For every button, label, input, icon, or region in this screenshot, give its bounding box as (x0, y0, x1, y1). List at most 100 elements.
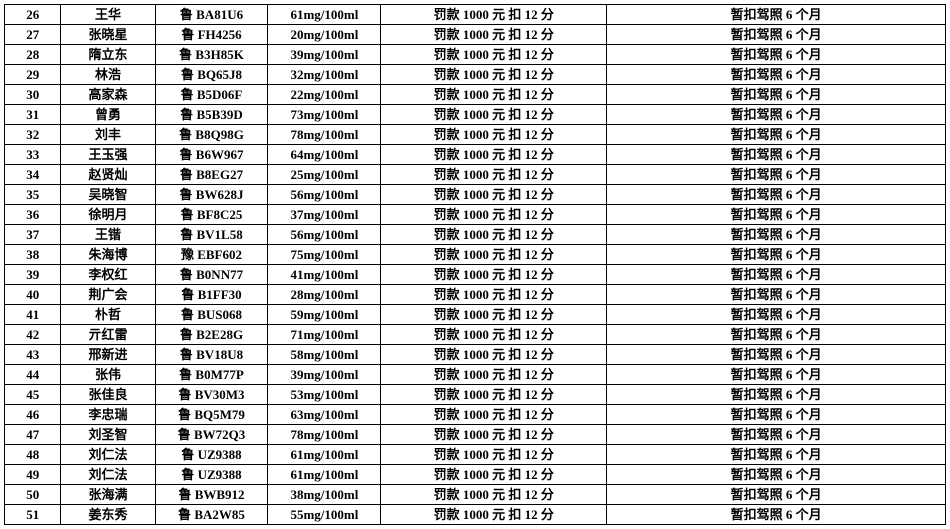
cell-name: 刘丰 (61, 125, 155, 145)
cell-action: 暂扣驾照 6 个月 (607, 25, 946, 45)
cell-penalty: 罚款 1000 元 扣 12 分 (381, 125, 607, 145)
cell-penalty: 罚款 1000 元 扣 12 分 (381, 225, 607, 245)
cell-action: 暂扣驾照 6 个月 (607, 465, 946, 485)
cell-action: 暂扣驾照 6 个月 (607, 285, 946, 305)
cell-value: 25mg/100ml (268, 165, 381, 185)
cell-penalty: 罚款 1000 元 扣 12 分 (381, 265, 607, 285)
cell-action: 暂扣驾照 6 个月 (607, 185, 946, 205)
cell-penalty: 罚款 1000 元 扣 12 分 (381, 385, 607, 405)
cell-value: 37mg/100ml (268, 205, 381, 225)
cell-value: 64mg/100ml (268, 145, 381, 165)
cell-plate: 鲁 B0M77P (155, 365, 268, 385)
cell-plate: 鲁 B2E28G (155, 325, 268, 345)
cell-action: 暂扣驾照 6 个月 (607, 5, 946, 25)
cell-name: 隋立东 (61, 45, 155, 65)
table-row: 36徐明月鲁 BF8C2537mg/100ml罚款 1000 元 扣 12 分暂… (5, 205, 946, 225)
cell-action: 暂扣驾照 6 个月 (607, 445, 946, 465)
table-row: 47刘圣智鲁 BW72Q378mg/100ml罚款 1000 元 扣 12 分暂… (5, 425, 946, 445)
cell-name: 李权红 (61, 265, 155, 285)
cell-plate: 鲁 UZ9388 (155, 465, 268, 485)
cell-index: 43 (5, 345, 61, 365)
table-row: 45张佳良鲁 BV30M353mg/100ml罚款 1000 元 扣 12 分暂… (5, 385, 946, 405)
cell-index: 33 (5, 145, 61, 165)
cell-penalty: 罚款 1000 元 扣 12 分 (381, 165, 607, 185)
cell-name: 曾勇 (61, 105, 155, 125)
cell-name: 王华 (61, 5, 155, 25)
table-row: 48刘仁法鲁 UZ938861mg/100ml罚款 1000 元 扣 12 分暂… (5, 445, 946, 465)
cell-action: 暂扣驾照 6 个月 (607, 145, 946, 165)
cell-name: 赵贤灿 (61, 165, 155, 185)
cell-action: 暂扣驾照 6 个月 (607, 225, 946, 245)
table-row: 28隋立东鲁 B3H85K39mg/100ml罚款 1000 元 扣 12 分暂… (5, 45, 946, 65)
table-row: 43邢新进鲁 BV18U858mg/100ml罚款 1000 元 扣 12 分暂… (5, 345, 946, 365)
cell-value: 71mg/100ml (268, 325, 381, 345)
table-row: 32刘丰鲁 B8Q98G78mg/100ml罚款 1000 元 扣 12 分暂扣… (5, 125, 946, 145)
cell-index: 38 (5, 245, 61, 265)
table-row: 33王玉强鲁 B6W96764mg/100ml罚款 1000 元 扣 12 分暂… (5, 145, 946, 165)
table-row: 44张伟鲁 B0M77P39mg/100ml罚款 1000 元 扣 12 分暂扣… (5, 365, 946, 385)
cell-action: 暂扣驾照 6 个月 (607, 265, 946, 285)
cell-penalty: 罚款 1000 元 扣 12 分 (381, 345, 607, 365)
cell-action: 暂扣驾照 6 个月 (607, 385, 946, 405)
cell-value: 20mg/100ml (268, 25, 381, 45)
cell-value: 63mg/100ml (268, 405, 381, 425)
cell-plate: 鲁 BA81U6 (155, 5, 268, 25)
cell-name: 荆广会 (61, 285, 155, 305)
cell-value: 61mg/100ml (268, 5, 381, 25)
cell-index: 34 (5, 165, 61, 185)
cell-name: 林浩 (61, 65, 155, 85)
table-row: 51姜东秀鲁 BA2W8555mg/100ml罚款 1000 元 扣 12 分暂… (5, 505, 946, 525)
cell-index: 39 (5, 265, 61, 285)
cell-name: 朴哲 (61, 305, 155, 325)
cell-name: 刘仁法 (61, 465, 155, 485)
cell-name: 张佳良 (61, 385, 155, 405)
cell-value: 32mg/100ml (268, 65, 381, 85)
cell-value: 59mg/100ml (268, 305, 381, 325)
cell-index: 32 (5, 125, 61, 145)
table-row: 27张晓星鲁 FH425620mg/100ml罚款 1000 元 扣 12 分暂… (5, 25, 946, 45)
cell-action: 暂扣驾照 6 个月 (607, 485, 946, 505)
cell-index: 46 (5, 405, 61, 425)
cell-plate: 豫 EBF602 (155, 245, 268, 265)
cell-plate: 鲁 BWB912 (155, 485, 268, 505)
cell-name: 高家森 (61, 85, 155, 105)
cell-plate: 鲁 BW72Q3 (155, 425, 268, 445)
cell-value: 22mg/100ml (268, 85, 381, 105)
cell-plate: 鲁 B5B39D (155, 105, 268, 125)
cell-action: 暂扣驾照 6 个月 (607, 505, 946, 525)
cell-action: 暂扣驾照 6 个月 (607, 105, 946, 125)
cell-plate: 鲁 BV18U8 (155, 345, 268, 365)
cell-plate: 鲁 B6W967 (155, 145, 268, 165)
cell-penalty: 罚款 1000 元 扣 12 分 (381, 405, 607, 425)
cell-value: 56mg/100ml (268, 225, 381, 245)
cell-value: 73mg/100ml (268, 105, 381, 125)
cell-action: 暂扣驾照 6 个月 (607, 45, 946, 65)
cell-action: 暂扣驾照 6 个月 (607, 65, 946, 85)
cell-index: 27 (5, 25, 61, 45)
cell-index: 41 (5, 305, 61, 325)
cell-action: 暂扣驾照 6 个月 (607, 325, 946, 345)
table-row: 34赵贤灿鲁 B8EG2725mg/100ml罚款 1000 元 扣 12 分暂… (5, 165, 946, 185)
cell-penalty: 罚款 1000 元 扣 12 分 (381, 65, 607, 85)
cell-value: 58mg/100ml (268, 345, 381, 365)
table-row: 29林浩鲁 BQ65J832mg/100ml罚款 1000 元 扣 12 分暂扣… (5, 65, 946, 85)
cell-index: 40 (5, 285, 61, 305)
cell-penalty: 罚款 1000 元 扣 12 分 (381, 425, 607, 445)
table-row: 38朱海博豫 EBF60275mg/100ml罚款 1000 元 扣 12 分暂… (5, 245, 946, 265)
cell-penalty: 罚款 1000 元 扣 12 分 (381, 185, 607, 205)
cell-name: 姜东秀 (61, 505, 155, 525)
cell-plate: 鲁 BA2W85 (155, 505, 268, 525)
cell-penalty: 罚款 1000 元 扣 12 分 (381, 485, 607, 505)
cell-index: 28 (5, 45, 61, 65)
cell-name: 王玉强 (61, 145, 155, 165)
cell-penalty: 罚款 1000 元 扣 12 分 (381, 5, 607, 25)
cell-action: 暂扣驾照 6 个月 (607, 165, 946, 185)
cell-name: 王锴 (61, 225, 155, 245)
table-row: 50张海满鲁 BWB91238mg/100ml罚款 1000 元 扣 12 分暂… (5, 485, 946, 505)
table-row: 35吴晓智鲁 BW628J56mg/100ml罚款 1000 元 扣 12 分暂… (5, 185, 946, 205)
cell-name: 朱海博 (61, 245, 155, 265)
cell-value: 39mg/100ml (268, 365, 381, 385)
cell-name: 张海满 (61, 485, 155, 505)
cell-penalty: 罚款 1000 元 扣 12 分 (381, 445, 607, 465)
cell-penalty: 罚款 1000 元 扣 12 分 (381, 285, 607, 305)
